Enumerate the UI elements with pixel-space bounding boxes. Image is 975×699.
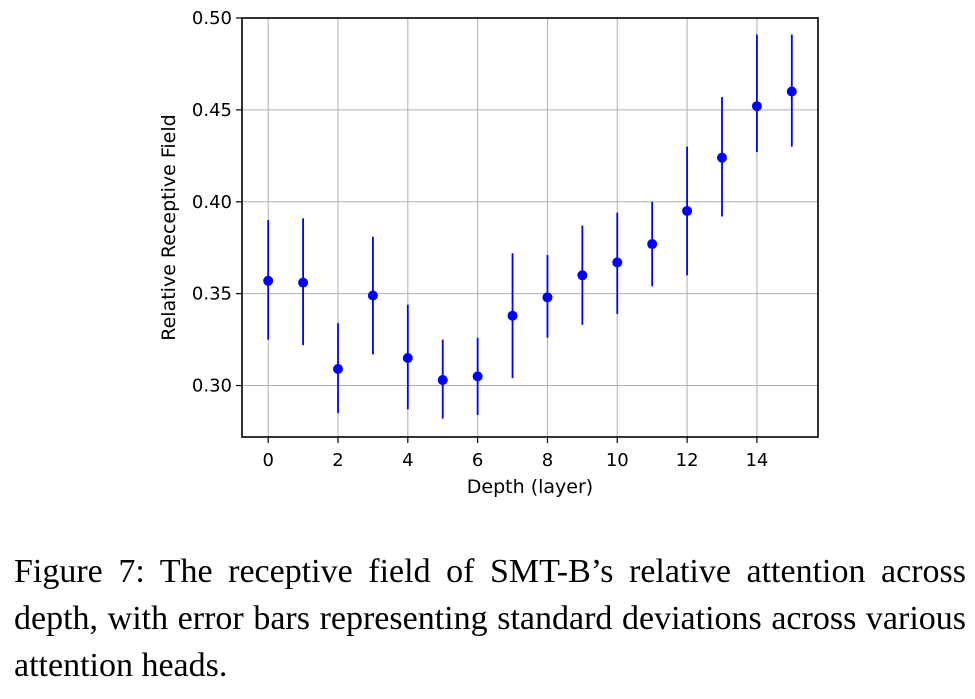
figure-caption: Figure 7: The receptive field of SMT-B’s… — [14, 553, 966, 684]
plot-frame — [241, 17, 819, 438]
x-axis-label: Depth (layer) — [467, 476, 593, 498]
x-tick-label: 12 — [676, 450, 699, 471]
x-tick-label: 8 — [542, 450, 553, 471]
data-point — [577, 270, 588, 281]
y-tick-label: 0.35 — [192, 284, 232, 305]
data-point — [612, 257, 623, 268]
data-point — [786, 86, 797, 97]
data-point — [682, 205, 693, 216]
y-tick-label: 0.50 — [192, 8, 232, 29]
x-tick-label: 14 — [745, 450, 768, 471]
data-point — [298, 277, 309, 288]
data-point — [751, 101, 762, 112]
data-point — [717, 152, 727, 163]
x-tick-label: 10 — [606, 450, 629, 471]
data-points — [263, 86, 797, 386]
y-tick-label: 0.30 — [192, 376, 232, 397]
data-point — [367, 290, 378, 301]
y-axis-label: Relative Receptive Field — [158, 114, 180, 340]
axis-ticks: 0 2 4 6 8 10 12 14 0.30 0.35 0.40 0.45 0.50 — [192, 8, 768, 471]
error-bars — [267, 34, 793, 419]
data-point — [437, 375, 448, 386]
data-point — [333, 364, 343, 375]
x-tick-label: 0 — [262, 450, 273, 471]
x-tick-label: 2 — [332, 450, 343, 471]
data-point — [472, 371, 483, 382]
chart: 0 2 4 6 8 10 12 14 0.30 0.35 0.40 0.45 0.50 Depth (l… — [158, 8, 819, 498]
y-tick-label: 0.40 — [192, 192, 232, 213]
data-point — [647, 239, 658, 250]
data-point — [507, 310, 518, 321]
data-point — [263, 275, 274, 286]
data-point — [542, 292, 553, 303]
x-tick-label: 4 — [402, 450, 413, 471]
y-tick-label: 0.45 — [192, 100, 232, 121]
data-point — [402, 352, 413, 363]
x-tick-label: 6 — [472, 450, 483, 471]
grid — [242, 17, 818, 437]
